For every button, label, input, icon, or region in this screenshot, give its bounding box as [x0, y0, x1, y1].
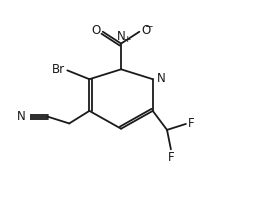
- Text: N: N: [117, 30, 125, 43]
- Text: +: +: [123, 35, 131, 44]
- Text: −: −: [145, 22, 154, 32]
- Text: O: O: [141, 24, 151, 37]
- Text: N: N: [157, 72, 165, 85]
- Text: O: O: [92, 24, 101, 37]
- Text: N: N: [17, 110, 26, 123]
- Text: F: F: [168, 151, 174, 164]
- Text: F: F: [188, 117, 195, 130]
- Text: Br: Br: [52, 63, 65, 76]
